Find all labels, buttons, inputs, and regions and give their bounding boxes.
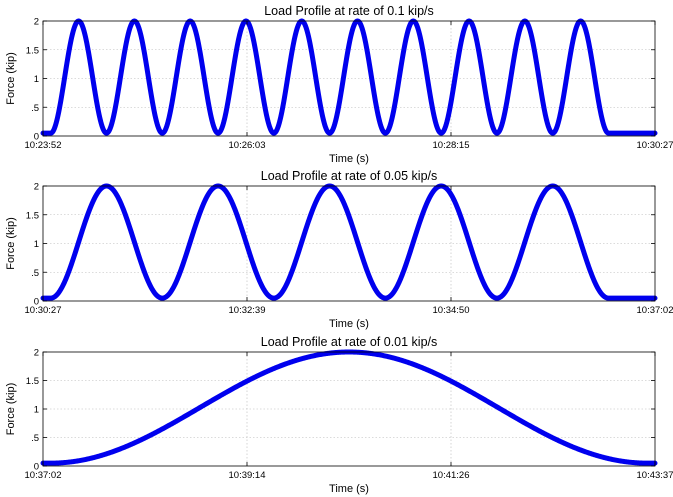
x-tick-label: 10:34:50 — [433, 305, 470, 316]
y-tick-label: 2 — [34, 182, 39, 193]
y-tick-label: 2 — [34, 348, 39, 359]
y-axis-label: Force (kip) — [5, 217, 17, 270]
x-tick-label: 10:37:02 — [637, 305, 673, 316]
y-tick-label: 0 — [34, 462, 39, 473]
y-tick-label: 0 — [34, 297, 39, 308]
x-axis-label: Time (s) — [329, 153, 369, 165]
x-tick-label: 10:30:27 — [637, 140, 673, 151]
y-tick-label: 1 — [34, 239, 39, 250]
y-tick-label: 2 — [34, 17, 39, 28]
y-tick-label: 1 — [34, 74, 39, 85]
x-tick-label: 10:39:14 — [229, 470, 266, 481]
y-tick-label: .5 — [31, 433, 39, 444]
y-tick-label: .5 — [31, 103, 39, 114]
x-axis-label: Time (s) — [329, 318, 369, 330]
x-tick-label: 10:32:39 — [229, 305, 266, 316]
chart-title: Load Profile at rate of 0.05 kip/s — [261, 169, 438, 183]
x-tick-label: 10:43:37 — [637, 470, 673, 481]
y-tick-label: 1.5 — [26, 376, 39, 387]
chart-title: Load Profile at rate of 0.01 kip/s — [261, 335, 438, 349]
chart-panel-3: 10:37:02 10:39:14 10:41:26 10:43:37 0 .5 1 1.5 2… — [5, 335, 673, 495]
y-axis-label: Force (kip) — [5, 52, 17, 105]
x-tick-label: 10:37:02 — [25, 470, 62, 481]
x-tick-label: 10:41:26 — [433, 470, 470, 481]
chart-title: Load Profile at rate of 0.1 kip/s — [264, 4, 434, 18]
y-tick-label: 1 — [34, 405, 39, 416]
chart-panel-2: 10:30:27 10:32:39 10:34:50 10:37:02 0 .5 1 1.5 2… — [5, 169, 673, 330]
series-line-1 — [40, 18, 658, 136]
x-axis-label: Time (s) — [329, 483, 369, 495]
y-tick-label: 1.5 — [26, 210, 39, 221]
series-line-1 — [40, 349, 658, 466]
x-tick-label: 10:28:15 — [433, 140, 470, 151]
y-tick-label: 1.5 — [26, 45, 39, 56]
y-axis-label: Force (kip) — [5, 383, 17, 436]
x-tick-label: 10:30:27 — [25, 305, 62, 316]
x-tick-label: 10:26:03 — [229, 140, 266, 151]
y-tick-label: 0 — [34, 132, 39, 143]
x-tick-label: 10:23:52 — [25, 140, 62, 151]
y-tick-label: .5 — [31, 268, 39, 279]
series-line-1 — [40, 183, 658, 301]
chart-panel-1: 10:23:52 10:26:03 10:28:15 10:30:27 0 .5 1 1.5 2… — [5, 4, 673, 165]
